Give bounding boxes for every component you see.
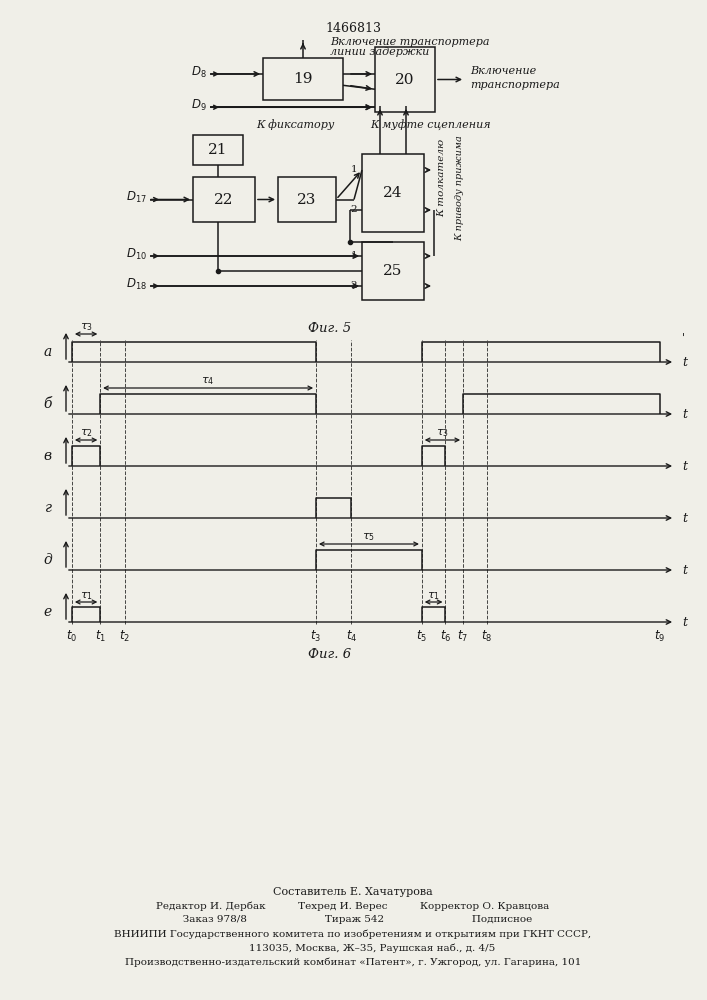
Text: $t_2$: $t_2$ [119, 628, 131, 644]
Text: 2: 2 [351, 282, 357, 290]
Text: 24: 24 [383, 186, 403, 200]
Text: 1: 1 [351, 251, 357, 260]
Text: t: t [682, 512, 687, 526]
Text: а: а [44, 345, 52, 359]
Text: t: t [682, 460, 687, 474]
Text: г: г [45, 501, 52, 515]
Text: $t_6$: $t_6$ [440, 628, 451, 644]
Text: $\tau_2$: $\tau_2$ [80, 427, 93, 439]
Text: Заказ 978/8                        Тираж 542                           Подписное: Заказ 978/8 Тираж 542 Подписное [173, 916, 532, 924]
Text: 22: 22 [214, 192, 234, 207]
Text: $\tau_3$: $\tau_3$ [80, 321, 93, 333]
Text: $t_0$: $t_0$ [66, 628, 78, 644]
Text: Фиг. 6: Фиг. 6 [308, 648, 351, 660]
Text: t: t [682, 616, 687, 630]
Text: транспортера: транспортера [470, 80, 560, 90]
Text: $D_{17}$: $D_{17}$ [127, 190, 147, 205]
Text: $D_9$: $D_9$ [192, 98, 207, 113]
Text: Включение: Включение [470, 66, 536, 77]
Text: К фиксатору: К фиксатору [256, 120, 334, 130]
Text: 1: 1 [351, 165, 357, 174]
Text: К приводу прижима: К приводу прижима [455, 135, 464, 241]
Text: Составитель Е. Хачатурова: Составитель Е. Хачатурова [273, 887, 433, 897]
Text: $\tau_4$: $\tau_4$ [201, 375, 215, 387]
Text: $D_{18}$: $D_{18}$ [126, 276, 147, 292]
Text: 1466813: 1466813 [325, 21, 381, 34]
Text: $t_1$: $t_1$ [95, 628, 106, 644]
Text: t: t [682, 408, 687, 422]
Text: 19: 19 [293, 72, 312, 86]
Text: д: д [43, 553, 52, 567]
Text: 20: 20 [395, 73, 415, 87]
Text: $\tau_3$: $\tau_3$ [436, 427, 449, 439]
Text: К муфте сцепления: К муфте сцепления [370, 120, 491, 130]
Text: линии задержки: линии задержки [330, 47, 429, 57]
Text: $D_{10}$: $D_{10}$ [126, 246, 147, 262]
Text: $t_4$: $t_4$ [346, 628, 357, 644]
Text: 113035, Москва, Ж–35, Раушская наб., д. 4/5: 113035, Москва, Ж–35, Раушская наб., д. … [211, 943, 496, 953]
Text: 2: 2 [351, 206, 357, 215]
Text: $t_9$: $t_9$ [655, 628, 665, 644]
Text: t: t [682, 357, 687, 369]
Text: ВНИИПИ Государственного комитета по изобретениям и открытиям при ГКНТ СССР,: ВНИИПИ Государственного комитета по изоб… [115, 929, 592, 939]
Text: $t_7$: $t_7$ [457, 628, 469, 644]
Text: е: е [44, 605, 52, 619]
Text: ': ' [682, 333, 685, 343]
Text: Включение транспортера: Включение транспортера [330, 37, 489, 47]
Text: Фиг. 5: Фиг. 5 [308, 322, 351, 334]
Text: Редактор И. Дербак          Техред И. Верес          Корректор О. Кравцова: Редактор И. Дербак Техред И. Верес Корре… [156, 901, 549, 911]
Text: 23: 23 [298, 192, 317, 207]
Text: К толкателю: К толкателю [438, 139, 447, 217]
Text: Производственно-издательский комбинат «Патент», г. Ужгород, ул. Гагарина, 101: Производственно-издательский комбинат «П… [125, 957, 581, 967]
Text: 21: 21 [209, 143, 228, 157]
Text: $t_8$: $t_8$ [481, 628, 492, 644]
Text: $t_5$: $t_5$ [416, 628, 428, 644]
Text: $t_3$: $t_3$ [310, 628, 322, 644]
Text: $D_8$: $D_8$ [192, 64, 207, 80]
Text: $\tau_1$: $\tau_1$ [427, 590, 440, 602]
Text: $\tau_5$: $\tau_5$ [363, 531, 375, 543]
Text: в: в [44, 449, 52, 463]
Text: t: t [682, 564, 687, 578]
Text: б: б [44, 397, 52, 411]
Text: $\tau_1$: $\tau_1$ [80, 590, 93, 602]
Text: 25: 25 [383, 264, 403, 278]
